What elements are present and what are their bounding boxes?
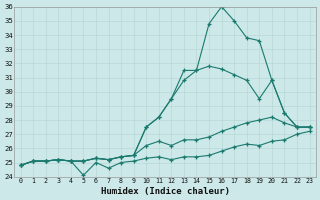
X-axis label: Humidex (Indice chaleur): Humidex (Indice chaleur) <box>100 187 229 196</box>
